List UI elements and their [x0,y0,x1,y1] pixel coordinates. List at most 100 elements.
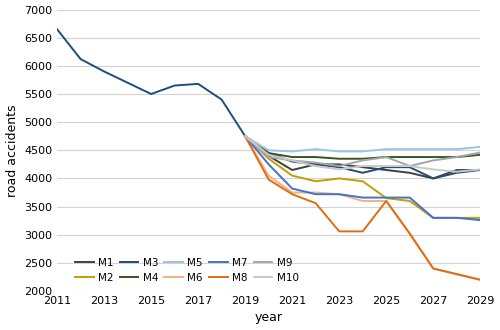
M5 [478,145,484,149]
M8 [336,229,342,233]
M6 [242,134,248,138]
M1 [336,162,342,166]
M9 [478,150,484,154]
Line: M6: M6 [245,136,480,280]
M5 [289,149,295,153]
M5 [266,148,272,152]
M3 [430,177,436,181]
M10 [312,164,318,168]
M8 [406,232,412,236]
M5 [360,149,366,153]
M2 [360,179,366,183]
Line: M5: M5 [245,136,480,151]
M1 [478,168,484,172]
M7 [242,134,248,138]
M1 [430,177,436,181]
M4 [242,134,248,138]
M7 [336,192,342,196]
M3 [478,168,484,172]
Line: M1: M1 [245,136,480,179]
M8 [289,192,295,196]
M6 [430,267,436,271]
M9 [430,158,436,162]
Y-axis label: road accidents: road accidents [6,104,18,197]
M6 [406,232,412,236]
M4 [454,155,460,159]
M5 [242,134,248,138]
M5 [312,147,318,151]
M6 [312,190,318,194]
M3 [454,171,460,175]
M2 [383,196,389,200]
M5 [383,147,389,151]
M9 [360,158,366,162]
M4 [478,153,484,157]
M2 [336,177,342,181]
M10 [242,134,248,138]
M2 [454,216,460,220]
M7 [406,196,412,200]
M6 [454,272,460,276]
M4 [336,157,342,161]
M6 [360,199,366,203]
M7 [289,186,295,190]
X-axis label: year: year [254,312,282,324]
M10 [289,158,295,162]
M5 [454,147,460,151]
M8 [430,267,436,271]
M7 [478,218,484,222]
M3 [289,160,295,164]
M5 [430,147,436,151]
Line: M3: M3 [245,136,480,179]
M1 [454,168,460,172]
M3 [383,165,389,169]
M6 [266,174,272,178]
M7 [360,196,366,200]
Line: M2: M2 [245,136,480,218]
M3 [360,171,366,175]
M6 [478,278,484,282]
M2 [430,216,436,220]
M4 [406,155,412,159]
M3 [406,165,412,169]
M10 [406,164,412,168]
M2 [289,174,295,178]
M9 [266,155,272,159]
M4 [430,155,436,159]
M1 [360,165,366,169]
M1 [289,168,295,172]
M7 [430,216,436,220]
M3 [336,165,342,169]
M4 [360,157,366,161]
M1 [383,168,389,172]
M7 [266,162,272,166]
M3 [242,134,248,138]
M4 [289,155,295,159]
M4 [266,151,272,155]
M9 [406,164,412,168]
M2 [406,199,412,203]
Legend: M1, M2, M3, M4, M5, M6, M7, M8, M9, M10: M1, M2, M3, M4, M5, M6, M7, M8, M9, M10 [75,258,298,283]
M6 [383,199,389,203]
M10 [454,170,460,174]
M9 [289,158,295,162]
M5 [406,147,412,151]
Line: M8: M8 [245,136,480,280]
M3 [312,162,318,166]
M7 [312,192,318,196]
M10 [360,164,366,168]
M10 [383,164,389,168]
M9 [336,164,342,168]
M4 [383,155,389,159]
M8 [266,178,272,182]
M9 [454,155,460,159]
M7 [383,196,389,200]
M9 [383,155,389,159]
M6 [289,190,295,194]
M4 [312,155,318,159]
M2 [242,134,248,138]
Line: M9: M9 [245,136,480,166]
M1 [312,162,318,166]
M2 [478,216,484,220]
Line: M7: M7 [245,136,480,220]
